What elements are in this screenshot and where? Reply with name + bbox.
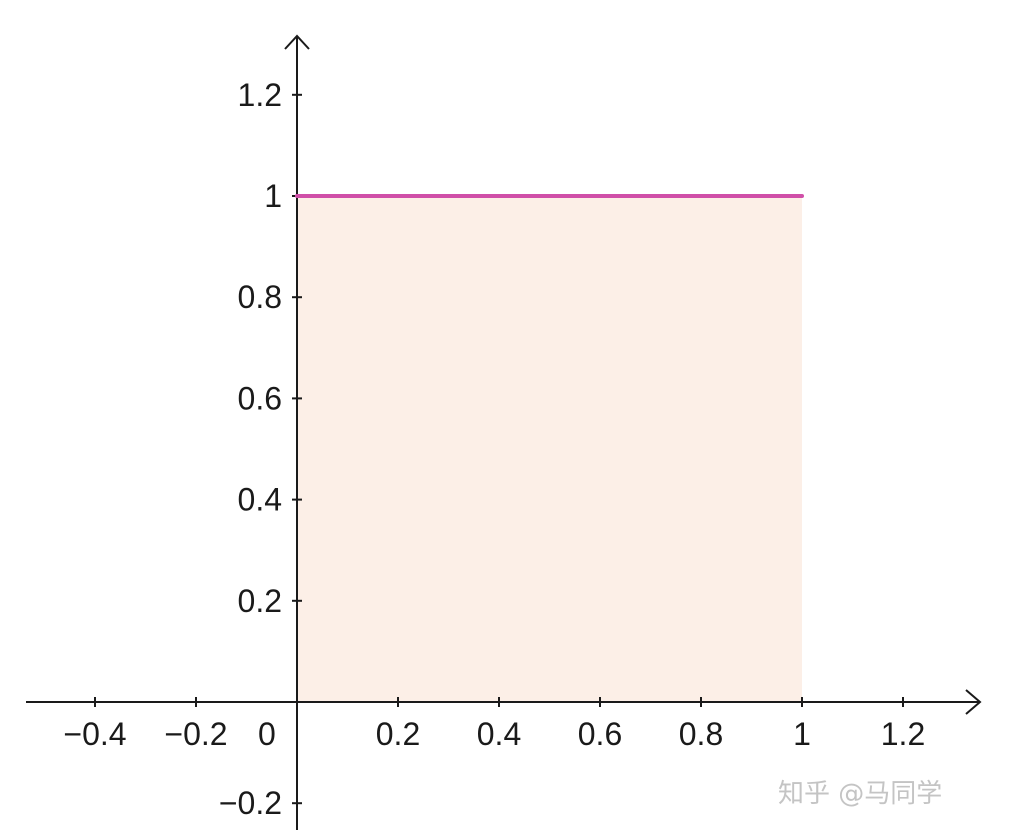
x-axis-arrow (965, 689, 982, 715)
x-tick-label: 0.4 (477, 716, 521, 752)
fill-region (297, 196, 802, 702)
x-tick-label: 1.2 (881, 716, 925, 752)
origin-label: 0 (258, 716, 276, 752)
y-tick-label: 1 (264, 178, 282, 214)
x-tick-label: −0.2 (164, 716, 227, 752)
y-ticks: −0.2 0.2 0.4 0.6 0.8 1 1.2 (219, 77, 302, 821)
y-axis-arrow (284, 34, 310, 50)
y-tick-label: 0.8 (238, 279, 282, 315)
y-tick-label: 1.2 (238, 77, 282, 113)
x-tick-label: 0.2 (376, 716, 420, 752)
watermark-text: 知乎 @马同学 (778, 779, 942, 809)
x-tick-label: 0.8 (679, 716, 723, 752)
y-tick-label: 0.2 (238, 583, 282, 619)
x-tick-label: −0.4 (63, 716, 126, 752)
y-tick-label: −0.2 (219, 785, 282, 821)
y-tick-label: 0.6 (238, 380, 282, 416)
y-tick-label: 0.4 (238, 482, 282, 518)
x-tick-label: 0.6 (578, 716, 622, 752)
x-ticks: −0.4 −0.2 0.2 0.4 0.6 0.8 1 1.2 (63, 697, 925, 752)
x-tick-label: 1 (793, 716, 811, 752)
